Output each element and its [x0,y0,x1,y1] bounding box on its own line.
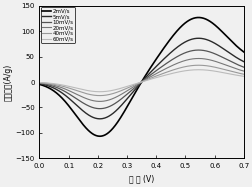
10mV/s [241,66,244,68]
60mV/s [158,75,161,78]
60mV/s [196,69,199,71]
Legend: 2mV/s, 5mV/s, 10mV/s, 20mV/s, 40mV/s, 60mV/s: 2mV/s, 5mV/s, 10mV/s, 20mV/s, 40mV/s, 60… [40,7,75,43]
Line: 2mV/s: 2mV/s [39,18,243,136]
20mV/s [98,100,101,102]
5mV/s [241,61,244,63]
40mV/s [74,89,77,91]
20mV/s [192,58,195,60]
60mV/s [98,91,101,93]
20mV/s [241,70,244,72]
Line: 60mV/s: 60mV/s [39,70,243,92]
5mV/s [90,116,93,118]
Line: 10mV/s: 10mV/s [39,50,243,109]
40mV/s [241,73,244,75]
2mV/s [196,16,199,19]
60mV/s [192,69,195,71]
10mV/s [158,67,161,69]
40mV/s [90,94,93,96]
10mV/s [130,89,133,91]
60mV/s [130,84,133,86]
2mV/s [158,52,161,54]
60mV/s [38,81,41,84]
60mV/s [74,87,77,89]
60mV/s [174,71,177,73]
40mV/s [192,64,195,67]
X-axis label: 电 压 (V): 电 压 (V) [129,174,154,183]
40mV/s [174,68,177,70]
10mV/s [174,56,177,58]
10mV/s [196,49,199,51]
20mV/s [174,63,177,65]
2mV/s [192,17,195,19]
5mV/s [74,103,77,105]
20mV/s [90,99,93,102]
5mV/s [192,38,195,40]
5mV/s [196,37,199,39]
2mV/s [74,114,77,116]
5mV/s [98,118,101,120]
5mV/s [158,61,161,64]
60mV/s [241,75,244,77]
2mV/s [241,51,244,53]
10mV/s [98,108,101,110]
20mV/s [196,57,199,60]
40mV/s [158,73,161,76]
5mV/s [38,82,41,85]
10mV/s [38,82,41,84]
2mV/s [98,135,101,137]
10mV/s [192,49,195,52]
Y-axis label: 电流密度(A/g): 电流密度(A/g) [4,63,12,101]
2mV/s [174,31,177,33]
5mV/s [130,92,133,94]
2mV/s [38,83,41,85]
40mV/s [98,94,101,97]
20mV/s [130,86,133,89]
2mV/s [130,96,133,99]
20mV/s [38,82,41,84]
Line: 20mV/s: 20mV/s [39,59,243,101]
40mV/s [130,85,133,87]
10mV/s [90,106,93,108]
Line: 40mV/s: 40mV/s [39,65,243,96]
60mV/s [90,90,93,92]
5mV/s [174,47,177,49]
Line: 5mV/s: 5mV/s [39,38,243,119]
10mV/s [74,97,77,99]
2mV/s [90,132,93,135]
20mV/s [74,93,77,95]
40mV/s [38,82,41,84]
20mV/s [158,70,161,73]
40mV/s [196,64,199,66]
